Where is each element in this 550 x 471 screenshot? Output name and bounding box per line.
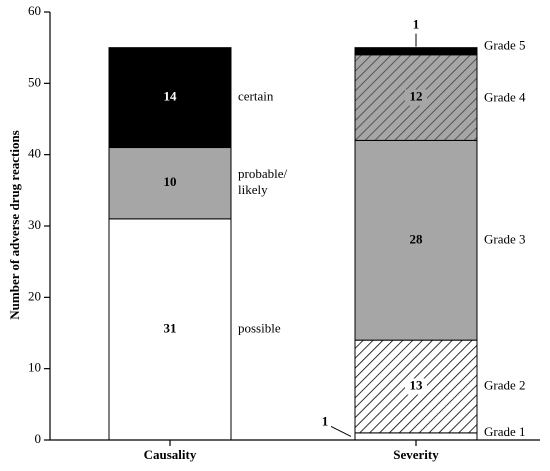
x-category-label: Causality [144, 447, 197, 462]
x-category-label: Severity [393, 447, 439, 462]
y-tick-label: 0 [35, 431, 42, 446]
y-tick-label: 50 [28, 74, 41, 89]
segment-value-label: 1 [413, 17, 420, 32]
segment-category-label: Grade 4 [484, 90, 526, 105]
segment-value-label: 13 [410, 377, 424, 392]
segment-category-label: probable/ [238, 166, 287, 181]
segment-category-label: Grade 3 [484, 231, 526, 246]
segment-value-label: 14 [164, 89, 178, 104]
y-tick-label: 20 [28, 288, 41, 303]
segment-value-label: 31 [164, 320, 177, 335]
segment-category-label: Grade 2 [484, 377, 526, 392]
y-tick-label: 40 [28, 146, 41, 161]
callout-line [330, 425, 352, 437]
bar-segment [354, 47, 478, 56]
value-label-bg [405, 378, 427, 395]
value-label-bg [405, 89, 427, 106]
segment-value-label: 12 [410, 89, 423, 104]
y-tick-label: 30 [28, 217, 41, 232]
bar-segment [354, 432, 478, 441]
x-axis: Causality Severity [50, 439, 540, 462]
bar-segment [108, 147, 232, 220]
segment-category-label: Grade 1 [484, 424, 526, 439]
segment-value-label: 28 [410, 231, 424, 246]
segment-category-label: likely [238, 182, 268, 197]
y-axis-label: Number of adverse drug reactions [7, 130, 22, 319]
y-tick-label: 60 [28, 3, 41, 18]
bars-layer: 31 possible 10 probable/likely 14 certain 1 Gra… [108, 17, 526, 441]
bar-segment [108, 218, 232, 441]
bar-segment [108, 47, 232, 149]
segment-category-label: possible [238, 320, 281, 335]
segment-category-label: certain [238, 89, 274, 104]
y-tick-label: 10 [28, 360, 41, 375]
bar-segment [354, 139, 478, 341]
segment-category-label: Grade 5 [484, 38, 526, 53]
segment-value-label: 1 [322, 413, 329, 428]
y-axis: 0 10 20 30 40 50 60 [28, 3, 51, 446]
segment-value-label: 10 [164, 174, 177, 189]
